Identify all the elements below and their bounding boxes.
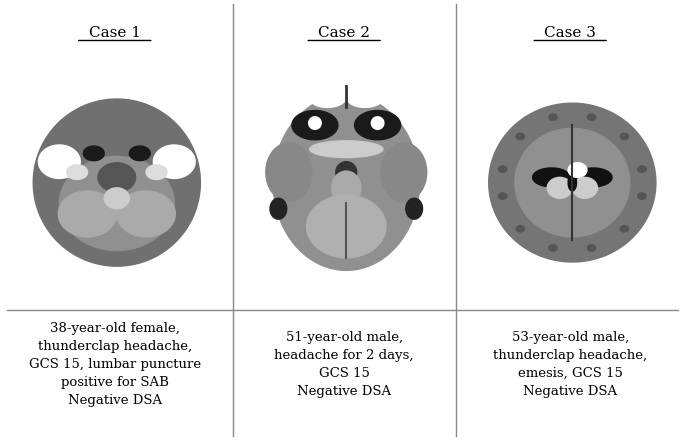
Polygon shape xyxy=(568,174,577,191)
Polygon shape xyxy=(309,117,321,129)
Polygon shape xyxy=(587,114,596,121)
Polygon shape xyxy=(270,198,287,219)
Polygon shape xyxy=(146,165,167,180)
Polygon shape xyxy=(98,163,136,192)
Polygon shape xyxy=(575,168,612,187)
Polygon shape xyxy=(58,191,116,237)
Polygon shape xyxy=(638,193,646,199)
Polygon shape xyxy=(310,141,383,158)
Polygon shape xyxy=(104,188,129,209)
Polygon shape xyxy=(38,145,80,179)
Polygon shape xyxy=(620,133,629,139)
Polygon shape xyxy=(266,143,312,202)
Text: Case 2: Case 2 xyxy=(319,26,370,40)
Polygon shape xyxy=(381,143,427,202)
Polygon shape xyxy=(309,87,346,107)
Polygon shape xyxy=(489,103,656,262)
Text: 53-year-old male,
thunderclap headache,
emesis, GCS 15
Negative DSA: 53-year-old male, thunderclap headache, … xyxy=(493,330,647,398)
Polygon shape xyxy=(499,166,507,172)
Polygon shape xyxy=(332,171,361,205)
Text: 51-year-old male,
headache for 2 days,
GCS 15
Negative DSA: 51-year-old male, headache for 2 days, G… xyxy=(275,330,414,398)
Polygon shape xyxy=(573,177,597,198)
Polygon shape xyxy=(587,245,596,251)
Polygon shape xyxy=(638,166,646,172)
Polygon shape xyxy=(499,193,507,199)
Polygon shape xyxy=(515,128,630,237)
Polygon shape xyxy=(355,110,401,140)
Polygon shape xyxy=(547,177,572,198)
Polygon shape xyxy=(568,163,587,177)
Polygon shape xyxy=(307,195,386,258)
Text: Case 1: Case 1 xyxy=(89,26,140,40)
Polygon shape xyxy=(25,91,209,275)
Polygon shape xyxy=(292,110,338,140)
Polygon shape xyxy=(347,87,384,107)
Polygon shape xyxy=(34,99,200,266)
Polygon shape xyxy=(129,146,150,161)
Polygon shape xyxy=(60,157,174,250)
Polygon shape xyxy=(336,162,357,183)
Polygon shape xyxy=(533,168,570,187)
Text: Case 3: Case 3 xyxy=(545,26,596,40)
Polygon shape xyxy=(549,114,558,121)
Polygon shape xyxy=(273,95,419,270)
Polygon shape xyxy=(406,198,423,219)
Polygon shape xyxy=(117,191,175,237)
Polygon shape xyxy=(265,87,427,279)
Polygon shape xyxy=(516,226,525,232)
Polygon shape xyxy=(66,165,88,180)
Polygon shape xyxy=(549,245,558,251)
Polygon shape xyxy=(153,145,195,179)
Polygon shape xyxy=(516,133,525,139)
Polygon shape xyxy=(84,146,104,161)
Polygon shape xyxy=(480,95,664,270)
Text: 38-year-old female,
thunderclap headache,
GCS 15, lumbar puncture
positive for S: 38-year-old female, thunderclap headache… xyxy=(29,322,201,407)
Polygon shape xyxy=(620,226,629,232)
Polygon shape xyxy=(371,117,384,129)
